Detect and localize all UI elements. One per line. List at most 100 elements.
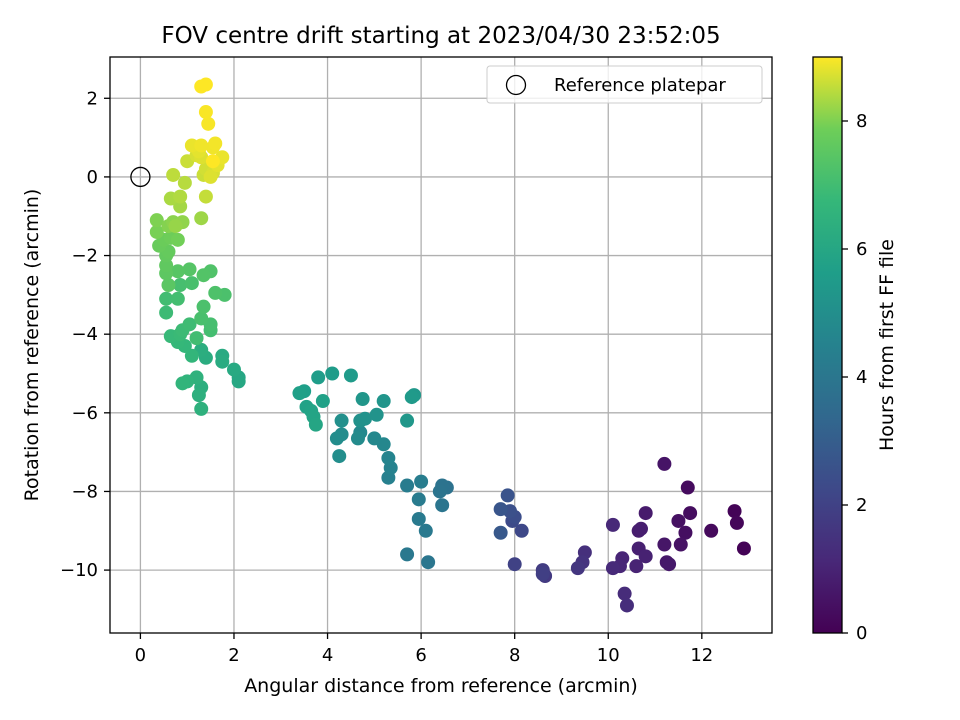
data-point [657,537,672,552]
colorbar-tick-label: 2 [856,495,867,516]
colorbar-ticks: 0 2 4 6 8 [842,111,867,644]
data-point [194,138,209,153]
legend-reference-icon [505,74,527,96]
data-point [208,285,223,300]
data-point [149,224,164,239]
data-point [231,374,246,389]
data-point [201,116,216,131]
data-point [411,511,426,526]
data-point [173,189,188,204]
y-axis-label: Rotation from reference (arcmin) [21,189,43,502]
data-point [166,167,181,182]
data-point [435,498,450,513]
x-tick-label: 12 [690,645,713,666]
data-point [657,456,672,471]
y-tick-label: −10 [60,560,98,581]
data-point [189,331,204,346]
x-tick-label: 10 [597,645,620,666]
data-point [671,513,686,528]
data-point [367,431,382,446]
data-point [332,449,347,464]
data-point [535,567,550,582]
x-tick-label: 4 [322,645,333,666]
x-tick-label: 8 [509,645,520,666]
data-point [404,390,419,405]
data-point [205,154,220,169]
data-point [507,557,522,572]
data-point [400,413,415,428]
data-point [414,474,429,489]
data-point [198,105,213,120]
colorbar-tick-label: 4 [856,367,867,388]
data-point [400,547,415,562]
plot-frame [109,56,773,634]
data-point [170,264,185,279]
data-point [673,537,688,552]
data-point [161,278,176,293]
data-point [357,411,372,426]
data-point [203,169,218,184]
data-point [215,354,230,369]
y-tick-label: 0 [87,167,98,188]
data-point [198,189,213,204]
data-point [350,431,365,446]
data-point [184,348,199,363]
y-axis-ticks: −10 −8 −6 −4 −2 0 2 [60,88,110,581]
data-point [617,586,632,601]
colorbar: 0 2 4 6 8 Hours from first FF file [812,56,898,644]
data-point [329,431,344,446]
data-point [432,484,447,499]
data-point [736,541,751,556]
data-point [182,317,197,332]
data-point [177,175,192,190]
data-point [514,523,529,538]
colorbar-tick-label: 8 [856,111,867,132]
data-point [149,213,164,228]
data-point [315,394,330,409]
x-tick-label: 2 [228,645,239,666]
data-point [683,506,698,521]
data-point [194,211,209,226]
data-point [311,370,326,385]
data-point [634,521,649,536]
colorbar-tick-label: 6 [856,239,867,260]
x-tick-label: 6 [415,645,426,666]
data-point [194,311,209,326]
y-tick-label: −4 [71,324,98,345]
data-point [376,394,391,409]
data-point [493,525,508,540]
data-point [184,276,199,291]
data-point [629,559,644,574]
data-point [411,492,426,507]
x-axis-ticks: 0 2 4 6 8 10 12 [135,633,713,666]
data-point [678,525,693,540]
data-point [400,478,415,493]
y-tick-label: −6 [71,403,98,424]
y-tick-label: −2 [71,246,98,267]
colorbar-tick-label: 0 [856,623,867,644]
data-point [173,199,188,214]
reference-marker [130,166,151,188]
data-point [170,291,185,306]
data-point [226,362,241,377]
data-point [194,401,209,416]
data-point [729,515,744,530]
data-point [355,392,370,407]
x-axis-label: Angular distance from reference (arcmin) [244,675,638,697]
y-tick-label: 2 [87,88,98,109]
data-point [421,555,436,570]
data-points [149,77,751,613]
data-point [170,232,185,247]
data-point [182,262,197,277]
data-point [308,417,323,432]
x-tick-label: 0 [135,645,146,666]
legend: Reference platepar [486,65,763,104]
data-point [680,480,695,495]
data-point [605,561,620,576]
data-point [159,291,174,306]
data-point [208,136,223,151]
data-point [175,376,190,391]
colorbar-gradient [812,56,843,634]
data-point [369,407,384,422]
